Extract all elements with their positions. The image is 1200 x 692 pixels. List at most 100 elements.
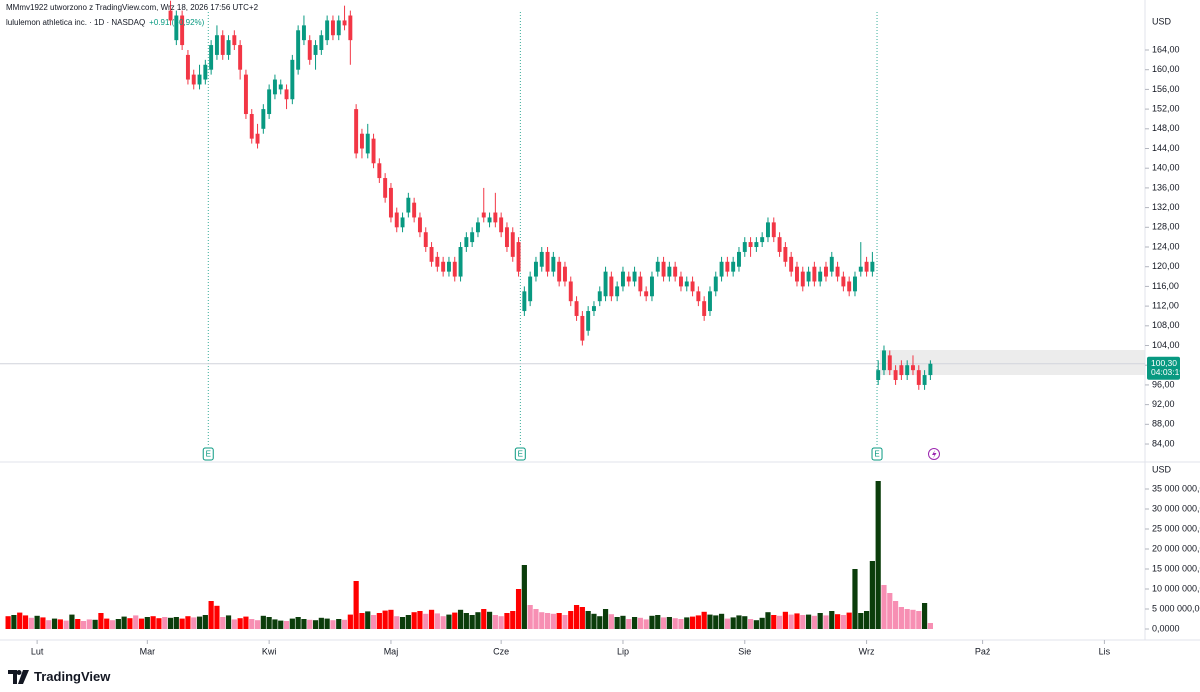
candle-body bbox=[777, 237, 782, 252]
volume-tick-label: 35 000 000,00 bbox=[1152, 483, 1200, 493]
candle-body bbox=[238, 45, 243, 70]
candle-body bbox=[731, 261, 736, 272]
y-tick-label: 92,00 bbox=[1152, 399, 1175, 409]
candle-body bbox=[504, 227, 509, 248]
candle-body bbox=[435, 256, 440, 267]
volume-bar bbox=[80, 621, 87, 629]
volume-bar bbox=[394, 616, 400, 629]
candle-body bbox=[667, 266, 672, 277]
event-marker[interactable] bbox=[871, 447, 883, 461]
volume-bar bbox=[115, 619, 121, 629]
axes: 84,0088,0092,0096,00100,00104,00108,0011… bbox=[31, 44, 1200, 656]
candle-body bbox=[591, 306, 596, 312]
candle-body bbox=[249, 114, 254, 139]
candle-body bbox=[783, 247, 788, 262]
volume-bar bbox=[312, 620, 319, 629]
countdown: 04:03:19 bbox=[1151, 367, 1184, 377]
candle-body bbox=[568, 281, 573, 302]
candle-body bbox=[278, 84, 283, 90]
y-tick-label: 112,00 bbox=[1152, 300, 1179, 310]
volume-bar bbox=[86, 619, 92, 629]
volume-bar bbox=[701, 611, 707, 629]
candle-body bbox=[916, 370, 921, 385]
volume-bar bbox=[533, 609, 539, 629]
candle-body bbox=[406, 197, 411, 213]
volume-bar bbox=[231, 619, 237, 629]
candle-body bbox=[899, 365, 904, 376]
candle-body bbox=[180, 15, 185, 46]
volume-bar bbox=[863, 611, 870, 629]
y-tick-label: 120,00 bbox=[1152, 261, 1180, 271]
volume-bar bbox=[249, 619, 255, 629]
volume-bar bbox=[840, 615, 846, 629]
lightning-marker[interactable] bbox=[928, 448, 940, 460]
volume-bar bbox=[196, 616, 203, 629]
candle-body bbox=[835, 266, 840, 277]
candle-body bbox=[812, 266, 817, 282]
candle-body bbox=[829, 256, 834, 272]
volume-bar bbox=[921, 603, 928, 629]
candle-body bbox=[446, 261, 451, 272]
candle-body bbox=[858, 266, 863, 272]
x-tick-label: Mar bbox=[140, 646, 156, 656]
volume-currency: USD bbox=[1152, 464, 1172, 474]
volume-bar bbox=[904, 609, 910, 629]
volume-bar bbox=[597, 616, 603, 629]
volume-bar bbox=[481, 609, 487, 629]
volume-bar bbox=[742, 616, 748, 629]
candle-body bbox=[748, 242, 753, 248]
volume-bar bbox=[759, 617, 765, 629]
y-tick-label: 160,00 bbox=[1152, 64, 1180, 74]
candle-body bbox=[864, 261, 869, 272]
price-currency: USD bbox=[1152, 16, 1172, 26]
volume-bar bbox=[57, 619, 63, 629]
volume-bar bbox=[109, 620, 116, 629]
event-marker[interactable] bbox=[514, 447, 526, 461]
x-tick-label: Lis bbox=[1099, 646, 1111, 656]
candle-body bbox=[423, 232, 428, 248]
volume-bar bbox=[846, 612, 852, 629]
volume-bar bbox=[800, 615, 806, 629]
x-tick-label: Maj bbox=[384, 646, 399, 656]
volume-tick-label: 0,0000 bbox=[1152, 623, 1180, 633]
y-tick-label: 148,00 bbox=[1152, 123, 1180, 133]
candle-body bbox=[806, 271, 811, 282]
candle-body bbox=[824, 266, 828, 277]
volume-bar bbox=[382, 610, 388, 629]
candle-body bbox=[348, 15, 353, 41]
volume-bar bbox=[643, 619, 649, 629]
last-price-label: 100,30 bbox=[1151, 358, 1177, 368]
candle-body bbox=[760, 237, 765, 243]
volume-bar bbox=[521, 565, 527, 629]
candle-body bbox=[533, 261, 538, 277]
y-tick-label: 128,00 bbox=[1152, 222, 1180, 232]
volume-bar bbox=[788, 614, 794, 629]
volume-bar bbox=[875, 481, 881, 629]
volume-bar bbox=[724, 618, 730, 629]
y-tick-label: 108,00 bbox=[1152, 320, 1180, 330]
volume-bar bbox=[254, 620, 261, 629]
volume-bar bbox=[446, 614, 452, 629]
volume-bar bbox=[655, 615, 661, 629]
candles bbox=[0, 0, 1145, 390]
volume-bar bbox=[51, 618, 58, 629]
volume-bar bbox=[359, 613, 365, 629]
volume-bar bbox=[399, 617, 406, 629]
symbol: lululemon athletica inc. · 1D · NASDAQ bbox=[6, 18, 146, 27]
volume-bar bbox=[469, 615, 475, 629]
volume-bar bbox=[544, 613, 551, 629]
candle-body bbox=[847, 281, 852, 292]
volume-bar bbox=[568, 611, 574, 629]
y-tick-label: 116,00 bbox=[1152, 281, 1179, 291]
candle-body bbox=[493, 212, 498, 223]
candle-body bbox=[754, 242, 759, 248]
volume-bar bbox=[637, 617, 643, 629]
candle-body bbox=[481, 212, 486, 218]
event-marker[interactable] bbox=[202, 447, 214, 461]
x-tick-label: Lip bbox=[617, 646, 629, 656]
volume-bar bbox=[417, 611, 423, 629]
candle-body bbox=[319, 35, 324, 50]
volume-bar bbox=[452, 612, 458, 629]
logo[interactable]: TradingView bbox=[8, 669, 110, 684]
